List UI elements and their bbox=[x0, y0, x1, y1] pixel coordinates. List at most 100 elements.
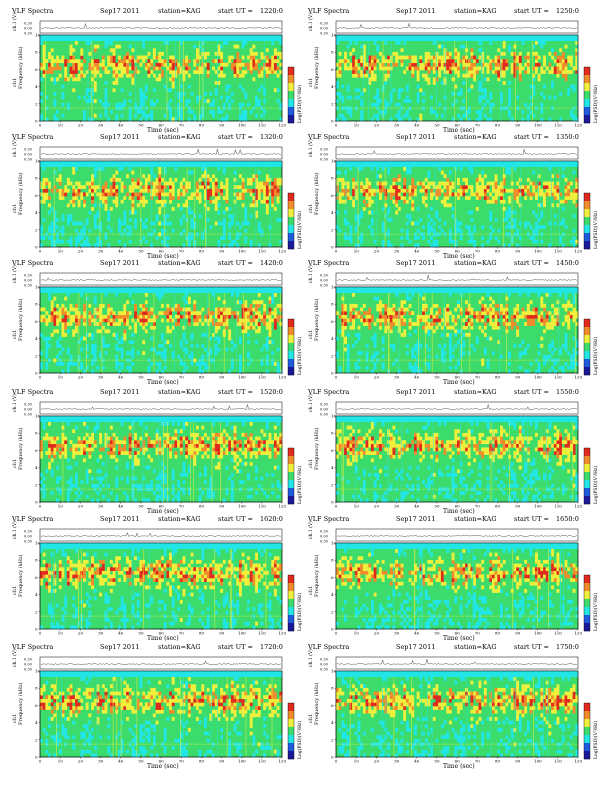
freq-tick-label: 2 bbox=[35, 609, 38, 614]
colorbar-segment bbox=[584, 343, 590, 352]
time-axis-label: Time (sec) bbox=[147, 253, 179, 259]
time-tick-label: 0 bbox=[335, 375, 338, 380]
time-tick-label: 110 bbox=[554, 123, 562, 128]
time-tick-label: 0 bbox=[39, 504, 42, 509]
freq-tick-label: 4 bbox=[35, 465, 38, 470]
colorbar-segment bbox=[288, 607, 294, 616]
time-tick-label: 40 bbox=[414, 631, 420, 636]
time-tick-label: 0 bbox=[39, 759, 42, 764]
freq-tick-label: 10 bbox=[35, 669, 41, 674]
colorbar-segment bbox=[288, 343, 294, 352]
ch1-tick-label: 0.30 bbox=[320, 32, 328, 36]
time-tick-label: 30 bbox=[394, 504, 400, 509]
time-tick-label: 90 bbox=[515, 249, 521, 254]
spectrogram-panel: VLF Spectra Sep17 2011 station=KAG start UT… bbox=[10, 257, 304, 385]
time-tick-label: 80 bbox=[199, 123, 205, 128]
panel-start-time: 1620:0 bbox=[260, 515, 283, 523]
spectrogram-panel: VLF Spectra Sep17 2011 station=KAG start UT… bbox=[10, 641, 304, 769]
colorbar-segment bbox=[584, 115, 590, 124]
panel-date: Sep17 2011 bbox=[100, 643, 139, 651]
time-tick-label: 110 bbox=[258, 759, 266, 764]
colorbar-segment bbox=[584, 607, 590, 616]
spectrogram-cells bbox=[336, 41, 579, 122]
panel-start-time: 1520:0 bbox=[260, 388, 283, 396]
ch1-axis-label: ch.1 (V) bbox=[307, 265, 314, 283]
freq-tick-label: 8 bbox=[35, 558, 38, 563]
time-tick-label: 60 bbox=[159, 759, 165, 764]
colorbar-segment bbox=[288, 583, 294, 592]
colorbar-segment bbox=[288, 67, 294, 76]
freq-tick-label: 4 bbox=[331, 210, 334, 215]
ch1-tick-label: 0.30 bbox=[320, 148, 328, 152]
time-tick-label: 60 bbox=[455, 375, 461, 380]
time-tick-label: 90 bbox=[515, 504, 521, 509]
colorbar-frame bbox=[583, 66, 591, 124]
time-tick-label: 70 bbox=[475, 504, 481, 509]
colorbar-segment bbox=[584, 107, 590, 116]
ch1-axis-label: ch.1 (V) bbox=[307, 649, 314, 667]
colorbar-segment bbox=[584, 496, 590, 505]
ch1-tick-label: 0.00 bbox=[24, 535, 32, 539]
spectrogram-panel: VLF Spectra Sep17 2011 station=KAG start UT… bbox=[306, 257, 600, 385]
spectrogram-panel: VLF Spectra Sep17 2011 station=KAG start UT… bbox=[10, 386, 304, 514]
time-tick-label: 50 bbox=[138, 123, 144, 128]
freq-tick-label: 6 bbox=[35, 67, 38, 72]
colorbar-segment bbox=[288, 91, 294, 100]
freq-tick-label: 8 bbox=[35, 431, 38, 436]
freq-tick-label: 6 bbox=[35, 575, 38, 580]
ch1-sub-label: ch1 bbox=[12, 459, 18, 468]
spectrogram-panel: VLF Spectra Sep17 2011 station=KAG start UT… bbox=[306, 386, 600, 514]
colorbar-segment bbox=[288, 719, 294, 728]
panel-station: station=KAG bbox=[158, 643, 201, 651]
colorbar-segment bbox=[288, 99, 294, 108]
spectrogram-high-band bbox=[336, 287, 578, 294]
time-tick-label: 30 bbox=[98, 759, 104, 764]
time-tick-label: 10 bbox=[354, 249, 360, 254]
ch1-tick-label: 0.00 bbox=[320, 535, 328, 539]
time-tick-label: 80 bbox=[199, 249, 205, 254]
spectrogram-svg: VLF Spectra Sep17 2011 station=KAG start UT… bbox=[11, 7, 303, 133]
freq-tick-label: 0 bbox=[35, 755, 38, 760]
ch1-sub-label: ch1 bbox=[12, 204, 18, 213]
ch1-tick-label: 0.30 bbox=[24, 148, 32, 152]
freq-tick-label: 2 bbox=[331, 227, 334, 232]
colorbar-segment bbox=[584, 711, 590, 720]
ch1-sub-label: ch1 bbox=[308, 78, 314, 87]
colorbar-frame bbox=[583, 318, 591, 376]
colorbar-segment bbox=[584, 751, 590, 760]
time-tick-label: 40 bbox=[118, 504, 124, 509]
time-tick-label: 110 bbox=[258, 504, 266, 509]
time-axis-label: Time (sec) bbox=[443, 635, 475, 641]
time-tick-label: 90 bbox=[219, 759, 225, 764]
time-tick-label: 30 bbox=[98, 249, 104, 254]
colorbar-segment bbox=[584, 83, 590, 92]
colorbar-segment bbox=[288, 480, 294, 489]
freq-tick-label: 8 bbox=[331, 176, 334, 181]
time-tick-label: 50 bbox=[434, 375, 440, 380]
freq-tick-label: 4 bbox=[35, 720, 38, 725]
colorbar-segment bbox=[288, 241, 294, 250]
time-tick-label: 0 bbox=[335, 631, 338, 636]
colorbar-frame bbox=[287, 574, 295, 632]
freq-tick-label: 6 bbox=[35, 193, 38, 198]
spectrogram-panel: VLF Spectra Sep17 2011 station=KAG start UT… bbox=[306, 131, 600, 259]
colorbar-segment bbox=[584, 456, 590, 465]
freq-tick-label: 4 bbox=[331, 592, 334, 597]
freq-tick-label: 8 bbox=[331, 558, 334, 563]
panel-date: Sep17 2011 bbox=[100, 515, 139, 523]
colorbar-segment bbox=[584, 209, 590, 218]
time-tick-label: 70 bbox=[179, 375, 185, 380]
time-tick-label: 110 bbox=[554, 375, 562, 380]
colorbar-frame bbox=[583, 192, 591, 250]
time-tick-label: 110 bbox=[554, 504, 562, 509]
colorbar-segment bbox=[584, 75, 590, 84]
freq-tick-label: 10 bbox=[331, 285, 337, 290]
time-tick-label: 120 bbox=[574, 759, 582, 764]
freq-tick-label: 0 bbox=[35, 500, 38, 505]
freq-tick-label: 0 bbox=[331, 371, 334, 376]
time-axis-label: Time (sec) bbox=[443, 379, 475, 385]
colorbar-segment bbox=[288, 359, 294, 368]
colorbar-segment bbox=[584, 91, 590, 100]
time-tick-label: 80 bbox=[495, 123, 501, 128]
colorbar-segment bbox=[584, 703, 590, 712]
